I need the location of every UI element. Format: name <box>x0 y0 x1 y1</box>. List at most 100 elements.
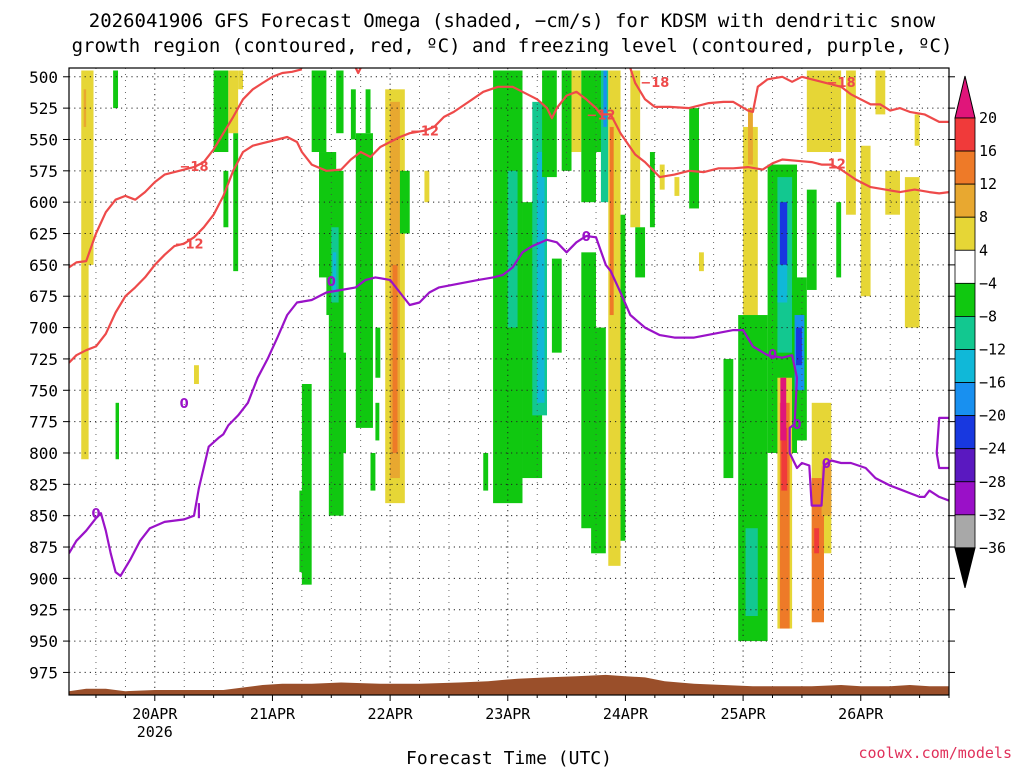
omega-cell-87 <box>914 114 920 146</box>
contour-label-2: 0 <box>327 275 336 290</box>
omega-cell-26 <box>375 402 380 441</box>
contour-label-6: 0 <box>822 457 831 472</box>
colorbar-label-1: 16 <box>979 142 997 160</box>
contour-lines <box>69 68 949 577</box>
omega-cell-86 <box>904 177 920 328</box>
y-tick-label-575: 575 <box>29 162 58 181</box>
omega-cell-8 <box>228 70 239 134</box>
omega-cell-77 <box>814 528 820 554</box>
y-tick-label-700: 700 <box>29 319 58 338</box>
omega-cell-33 <box>483 452 489 491</box>
omega-cell-7 <box>223 170 229 228</box>
omega-cell-16 <box>350 89 356 140</box>
contour-label-0: 0 <box>180 397 189 412</box>
credit-label: coolwx.com/models <box>858 744 1012 762</box>
colorbar-bottom-arrow <box>954 547 976 589</box>
contour-labels: 0 0 0 0 0 0 0 −18 −12 −12 −12 −18 −18 −12 <box>91 76 855 522</box>
y-tick-label-750: 750 <box>29 381 58 400</box>
omega-cell-85 <box>885 170 900 215</box>
omega-cell-74 <box>796 327 802 366</box>
y-tick-label-650: 650 <box>29 256 58 275</box>
colorbar-segment-12 <box>954 481 976 516</box>
colorbar-label-0: 20 <box>979 109 997 127</box>
contour-label-5: 0 <box>792 418 801 433</box>
colorbar-top-arrow <box>954 75 976 119</box>
omega-cell-42 <box>571 70 582 153</box>
contour-label-9: −12 <box>410 125 439 140</box>
omega-cell-78 <box>821 465 832 516</box>
omega-cell-53 <box>635 227 646 278</box>
terrain-fill <box>69 674 949 695</box>
omega-cell-48 <box>603 70 607 127</box>
omega-cell-66 <box>779 202 788 265</box>
omega-cell-82 <box>846 70 856 215</box>
colorbar-segment-11 <box>954 448 976 483</box>
colorbar-segment-10 <box>954 415 976 450</box>
omega-cell-32 <box>399 170 410 234</box>
omega-cell-40 <box>551 258 562 353</box>
grid-lines <box>69 68 950 695</box>
x-tick-label-23APR: 23APR <box>485 705 531 723</box>
omega-cell-61 <box>747 108 753 165</box>
omega-cell-50 <box>609 126 614 316</box>
omega-cell-10 <box>238 70 244 90</box>
omega-cell-17 <box>301 384 312 585</box>
colorbar-segment-6 <box>954 282 976 317</box>
y-tick-label-725: 725 <box>29 350 58 369</box>
omega-cell-83 <box>860 145 871 297</box>
contour-dgz_minus12C <box>69 85 949 364</box>
omega-cell-39 <box>542 70 557 178</box>
y-tick-label-625: 625 <box>29 225 58 244</box>
chart-title-line2: growth region (contoured, red, ºC) and f… <box>72 35 953 57</box>
contour-label-11: −18 <box>640 76 669 91</box>
omega-cell-63 <box>745 528 758 616</box>
colorbar-label-12: −32 <box>979 506 1006 524</box>
omega-cell-59 <box>723 358 734 479</box>
omega-cell-67 <box>777 264 788 303</box>
colorbar-label-6: −8 <box>979 307 997 325</box>
omega-cell-58 <box>698 252 704 272</box>
colorbar-segment-5 <box>954 249 976 284</box>
omega-cell-70 <box>781 427 788 491</box>
omega-cell-38 <box>537 152 545 403</box>
y-tick-label-900: 900 <box>29 569 58 588</box>
colorbar-segment-3 <box>954 183 976 218</box>
y-tick-label-925: 925 <box>29 601 58 620</box>
contour-freezing_level_0C_segment_right <box>935 416 949 470</box>
y-axis-ticks: 500 525 550 575 600 625 650 675 700 725 750 775 800 8… <box>29 68 955 682</box>
colorbar-segment-1 <box>954 117 976 152</box>
terrain-surface <box>69 674 949 695</box>
colorbar-label-4: 4 <box>979 241 988 259</box>
omega-shading <box>81 70 920 642</box>
colorbar-label-10: −24 <box>979 440 1006 458</box>
x-tick-label-21APR: 21APR <box>250 705 296 723</box>
omega-cell-43 <box>581 70 597 203</box>
colorbar-label-13: −36 <box>979 539 1006 557</box>
colorbar: 20 16 12 8 4 −4 −8 −12 −16 −20 −24 −28 −32 −36 <box>954 75 1006 589</box>
colorbar-label-7: −12 <box>979 340 1006 358</box>
contour-dgz_minus18C_top <box>354 68 362 75</box>
contour-label-13: −12 <box>817 157 846 172</box>
omega-cell-69 <box>779 402 790 629</box>
x-tick-label-26APR: 26APR <box>838 705 884 723</box>
omega-cell-22 <box>341 352 346 453</box>
colorbar-label-8: −16 <box>979 374 1006 392</box>
omega-cell-25 <box>375 327 381 378</box>
x-axis-title: Forecast Time (UTC) <box>406 748 612 768</box>
omega-cell-24 <box>365 89 371 134</box>
x-tick-label-25APR: 25APR <box>721 705 767 723</box>
x-tick-label-24APR: 24APR <box>603 705 649 723</box>
contour-label-10: −12 <box>586 108 615 123</box>
contour-dgz_minus18C <box>69 68 303 269</box>
omega-cell-11 <box>311 70 327 153</box>
omega-cell-80 <box>836 202 842 278</box>
colorbar-segment-13 <box>954 514 976 549</box>
omega-cell-71 <box>780 377 787 441</box>
contour-label-1: 0 <box>91 507 100 522</box>
y-tick-label-825: 825 <box>29 475 58 494</box>
y-tick-label-975: 975 <box>29 663 58 682</box>
colorbar-label-3: 8 <box>979 208 988 226</box>
y-tick-label-525: 525 <box>29 99 58 118</box>
omega-cell-84 <box>875 70 886 115</box>
